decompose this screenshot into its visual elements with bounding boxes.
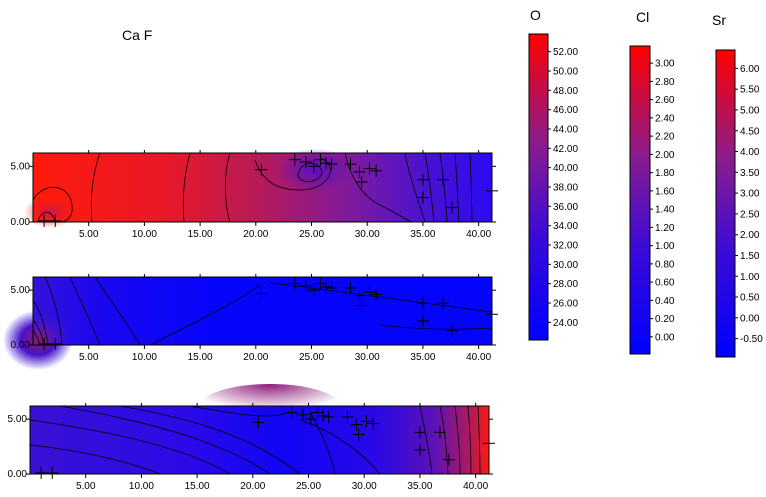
panel-top-x-tick-label: 25.00 bbox=[299, 229, 324, 240]
colorbar-tick-label: 1.20 bbox=[655, 223, 675, 234]
panel-bottom-x-tick-label: 10.00 bbox=[129, 481, 154, 492]
panel-top-x-tick-label: 20.00 bbox=[243, 229, 268, 240]
colorbar-tick-label: 3.00 bbox=[655, 59, 675, 70]
panel-top-x-tick-label: 40.00 bbox=[466, 229, 491, 240]
panel-top-y-tick-label: 5.00 bbox=[11, 161, 31, 172]
chart-title: Ca F bbox=[122, 27, 152, 43]
panel-top-x-tick-label: 35.00 bbox=[410, 229, 435, 240]
colorbar-tick-label: 4.00 bbox=[740, 147, 760, 158]
colorbar-tick-label: 24.00 bbox=[553, 318, 578, 329]
panel-bottom-x-tick-label: 40.00 bbox=[463, 481, 488, 492]
colorbar-bar bbox=[629, 45, 651, 355]
colorbar-tick-label: -0.50 bbox=[740, 334, 763, 345]
colorbar-tick-label: 2.20 bbox=[655, 132, 675, 143]
colorbar-tick-label: 1.50 bbox=[740, 251, 760, 262]
colorbar-tick-label: 2.00 bbox=[740, 230, 760, 241]
colorbar-tick-label: 1.80 bbox=[655, 168, 675, 179]
colorbar-tick-label: 5.00 bbox=[740, 105, 760, 116]
panel-bottom-x-tick-label: 5.00 bbox=[76, 481, 96, 492]
colorbar-tick-label: 3.00 bbox=[740, 189, 760, 200]
colorbar-tick-label: 1.00 bbox=[655, 241, 675, 252]
panel-bottom-x-tick-label: 35.00 bbox=[407, 481, 432, 492]
panel-middle-y-tick-label: 0.00 bbox=[11, 340, 31, 351]
panel-top-contours bbox=[32, 152, 473, 223]
colorbar-tick-label: 1.60 bbox=[655, 186, 675, 197]
panel-top-x-tick-label: 15.00 bbox=[188, 229, 213, 240]
colorbar-bar bbox=[715, 49, 736, 358]
panel-top bbox=[24, 148, 493, 228]
colorbar-title: Sr bbox=[712, 12, 726, 28]
panel-bottom-x-tick-label: 15.00 bbox=[185, 481, 210, 492]
colorbar-tick-label: 50.00 bbox=[553, 67, 578, 78]
panel-middle-x-tick-label: 25.00 bbox=[299, 352, 324, 363]
colorbar-tick-label: 0.20 bbox=[655, 314, 675, 325]
colorbar-tick-label: 2.60 bbox=[655, 95, 675, 106]
colorbars: O 52.00 50.00 48.00 46.00 44.00 42.00 40.00 38.0… bbox=[528, 7, 763, 358]
colorbar-tick-label: 3.50 bbox=[740, 168, 760, 179]
panel-middle-x-tick-label: 35.00 bbox=[410, 352, 435, 363]
panel-bottom-x-tick-label: 20.00 bbox=[240, 481, 265, 492]
colorbar-tick-label: 0.80 bbox=[655, 259, 675, 270]
colorbar-tick-label: 40.00 bbox=[553, 163, 578, 174]
colorbar-title: Cl bbox=[636, 9, 649, 25]
panel-top-field bbox=[33, 153, 492, 222]
colorbar-tick-label: 0.60 bbox=[655, 278, 675, 289]
colorbar-tick-label: 6.00 bbox=[740, 64, 760, 75]
colorbar-tick-label: 28.00 bbox=[553, 279, 578, 290]
panel-bottom-y-tick-label: 5.00 bbox=[8, 414, 28, 425]
panel-bottom-y-tick-label: 0.00 bbox=[8, 469, 28, 480]
colorbar-tick-label: 5.50 bbox=[740, 85, 760, 96]
colorbar-tick-label: 2.80 bbox=[655, 77, 675, 88]
colorbar-tick-label: 48.00 bbox=[553, 86, 578, 97]
colorbar-bar bbox=[528, 33, 549, 341]
panel-middle-x-tick-label: 40.00 bbox=[466, 352, 491, 363]
colorbar-tick-label: 0.00 bbox=[655, 332, 675, 343]
panel-bottom-x-tick-label: 30.00 bbox=[352, 481, 377, 492]
colorbar-tick-label: 4.50 bbox=[740, 126, 760, 137]
colorbar-tick-label: 1.00 bbox=[740, 272, 760, 283]
colorbar-tick-label: 36.00 bbox=[553, 202, 578, 213]
colorbar-tick-label: 0.00 bbox=[740, 313, 760, 324]
panel-middle bbox=[3, 276, 493, 370]
colorbar-title: O bbox=[530, 7, 541, 23]
panel-bottom-x-tick-label: 25.00 bbox=[296, 481, 321, 492]
panel-bottom-contours bbox=[29, 405, 481, 475]
colorbar-tick-label: 30.00 bbox=[553, 260, 578, 271]
panel-top-x-tick-label: 10.00 bbox=[132, 229, 157, 240]
colorbar-tick-label: 38.00 bbox=[553, 183, 578, 194]
panel-middle-x-tick-label: 15.00 bbox=[188, 352, 213, 363]
colorbar-tick-label: 34.00 bbox=[553, 221, 578, 232]
panel-middle-x-tick-label: 30.00 bbox=[355, 352, 380, 363]
panel-top-field-left bbox=[24, 196, 76, 228]
colorbar-tick-label: 2.40 bbox=[655, 113, 675, 124]
panel-middle-field bbox=[33, 277, 492, 345]
colorbar-tick-label: 1.40 bbox=[655, 205, 675, 216]
colorbar-tick-label: 42.00 bbox=[553, 144, 578, 155]
colorbar-tick-label: 0.50 bbox=[740, 293, 760, 304]
colorbar-tick-label: 52.00 bbox=[553, 47, 578, 58]
colorbar-tick-label: 46.00 bbox=[553, 105, 578, 116]
colorbar-tick-label: 44.00 bbox=[553, 125, 578, 136]
colorbar-tick-label: 0.40 bbox=[655, 296, 675, 307]
panel-top-x-tick-label: 5.00 bbox=[79, 229, 99, 240]
panel-top-x-tick-label: 30.00 bbox=[355, 229, 380, 240]
colorbar-tick-label: 26.00 bbox=[553, 299, 578, 310]
colorbar-tick-label: 32.00 bbox=[553, 241, 578, 252]
colorbar-tick-label: 2.50 bbox=[740, 209, 760, 220]
panel-middle-y-tick-label: 5.00 bbox=[11, 285, 31, 296]
panel-bottom bbox=[29, 384, 490, 475]
colorbar-tick-label: 2.00 bbox=[655, 150, 675, 161]
axes: 5.00 10.00 15.00 20.00 25.00 30.00 35.00 40.00 0… bbox=[8, 150, 498, 492]
panel-top-y-tick-label: 0.00 bbox=[11, 217, 31, 228]
panel-middle-x-tick-label: 20.00 bbox=[243, 352, 268, 363]
panel-top-field-spot bbox=[277, 148, 353, 192]
panel-middle-x-tick-label: 10.00 bbox=[132, 352, 157, 363]
panel-middle-x-tick-label: 5.00 bbox=[79, 352, 99, 363]
